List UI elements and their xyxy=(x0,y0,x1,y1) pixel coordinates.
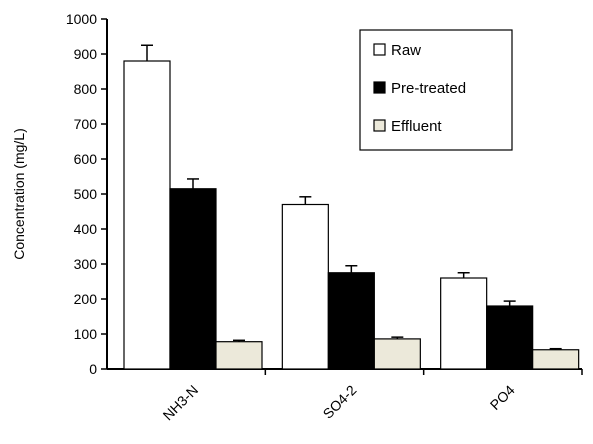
y-axis-ticks: 0 100 200 300 400 500 600 700 800 900 1000 xyxy=(66,11,107,377)
bar-raw-nh3-n xyxy=(123,60,171,370)
y-tick-label: 400 xyxy=(74,221,98,237)
y-tick-label: 100 xyxy=(74,326,98,342)
bar-pre-treated-nh3-n xyxy=(169,188,217,370)
y-axis-title: Concentration (mg/L) xyxy=(11,128,27,260)
x-tick-label: PO4 xyxy=(487,382,518,413)
legend-label: Raw xyxy=(391,42,421,59)
x-tick-label: SO4-2 xyxy=(320,382,360,422)
y-tick-label: 0 xyxy=(89,361,97,377)
x-axis-ticks: NH3-N SO4-2 PO4 xyxy=(160,369,583,424)
bar-raw-po4 xyxy=(440,277,488,370)
legend: Raw Pre-treated Effluent xyxy=(359,29,513,151)
bars xyxy=(123,60,580,370)
bar-pre-treated-po4 xyxy=(486,305,534,370)
bar-effluent-so4-2 xyxy=(373,338,421,370)
bar-pre-treated-so4-2 xyxy=(327,272,375,370)
legend-swatch xyxy=(373,43,386,56)
x-tick-label: NH3-N xyxy=(160,382,202,424)
y-tick-label: 700 xyxy=(74,116,98,132)
legend-label: Pre-treated xyxy=(391,80,466,97)
legend-swatch xyxy=(373,81,386,94)
y-tick-label: 1000 xyxy=(66,11,97,27)
bar-effluent-po4 xyxy=(532,349,580,370)
y-tick-label: 900 xyxy=(74,46,98,62)
error-bars xyxy=(141,44,562,350)
legend-label: Effluent xyxy=(391,118,442,135)
y-tick-label: 200 xyxy=(74,291,98,307)
y-tick-label: 800 xyxy=(74,81,98,97)
y-tick-label: 500 xyxy=(74,186,98,202)
legend-swatch xyxy=(373,119,386,132)
y-tick-label: 300 xyxy=(74,256,98,272)
y-tick-label: 600 xyxy=(74,151,98,167)
bar-raw-so4-2 xyxy=(281,203,329,370)
bar-effluent-nh3-n xyxy=(215,341,263,370)
